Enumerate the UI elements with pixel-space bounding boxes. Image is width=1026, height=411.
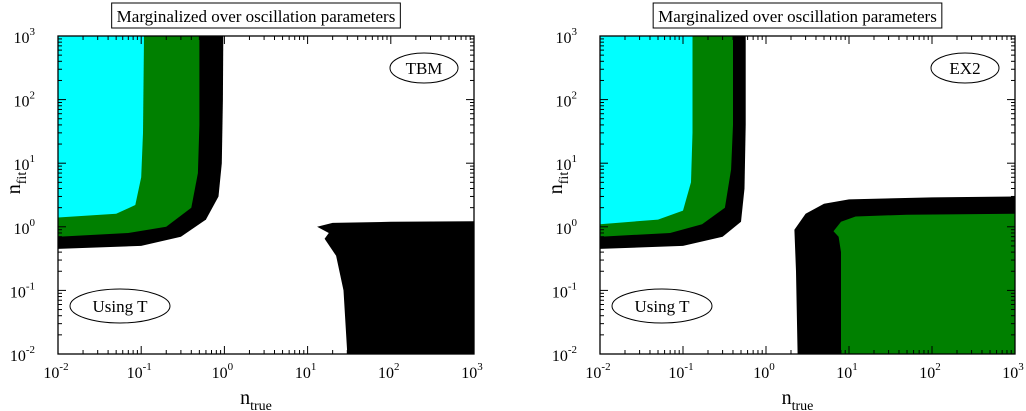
annotation-ellipse bbox=[389, 52, 459, 84]
x-tick-label: 102 bbox=[919, 361, 941, 382]
axis-ticks bbox=[57, 36, 474, 355]
chart-panel-1: 10-2 10-1 100 101 102 103 10-2 10-1 100 101 102 103… bbox=[3, 2, 483, 411]
plot-frame bbox=[599, 35, 1016, 355]
annotation-ellipse bbox=[930, 52, 1000, 84]
y-tick-label: 10-1 bbox=[552, 280, 577, 301]
annotation-label: Using T bbox=[635, 297, 691, 316]
axis-ticks bbox=[599, 36, 1015, 355]
chart-title: Marginalized over oscillation parameters bbox=[117, 7, 396, 26]
title-box bbox=[652, 2, 943, 29]
x-tick-label: 10-1 bbox=[668, 361, 693, 382]
y-tick-label: 100 bbox=[14, 217, 36, 238]
y-axis-label: nfit bbox=[3, 172, 30, 195]
contour-regions bbox=[600, 36, 1015, 354]
plot-frame bbox=[57, 35, 475, 355]
x-tick-label: 100 bbox=[212, 361, 234, 382]
x-tick-label: 102 bbox=[378, 361, 400, 382]
title-box bbox=[111, 2, 401, 29]
x-tick-label: 10-2 bbox=[43, 361, 68, 382]
y-tick-label: 10-2 bbox=[552, 344, 577, 365]
x-axis-label: ntrue bbox=[240, 387, 272, 411]
x-tick-label: 101 bbox=[295, 361, 317, 382]
region-5 bbox=[833, 213, 1015, 354]
y-axis-label: nfit bbox=[545, 172, 572, 195]
chart-panel-2: 10-2 10-1 100 101 102 103 10-2 10-1 100 101 102 103… bbox=[545, 2, 1024, 411]
y-tick-label: 102 bbox=[14, 90, 36, 111]
chart-title: Marginalized over oscillation parameters bbox=[658, 7, 937, 26]
y-tick-label: 102 bbox=[556, 90, 578, 111]
y-tick-label: 100 bbox=[556, 217, 578, 238]
x-tick-label: 103 bbox=[1002, 361, 1024, 382]
annotation-ellipse bbox=[611, 288, 713, 324]
x-tick-label: 100 bbox=[753, 361, 775, 382]
y-tick-label: 10-2 bbox=[10, 344, 35, 365]
x-axis-label: ntrue bbox=[782, 387, 814, 411]
y-tick-label: 103 bbox=[556, 26, 578, 47]
contour-regions bbox=[58, 36, 474, 354]
annotation-label: Using T bbox=[93, 297, 149, 316]
y-tick-label: 10-1 bbox=[10, 280, 35, 301]
x-tick-label: 103 bbox=[461, 361, 483, 382]
annotation-ellipse bbox=[69, 288, 171, 324]
y-tick-label: 103 bbox=[14, 26, 36, 47]
region-4 bbox=[317, 221, 474, 354]
annotation-label: TBM bbox=[406, 59, 443, 78]
x-tick-label: 10-1 bbox=[127, 361, 152, 382]
x-tick-label: 10-2 bbox=[585, 361, 610, 382]
y-tick-label: 101 bbox=[14, 153, 36, 174]
annotation-label: EX2 bbox=[949, 59, 980, 78]
region-3 bbox=[600, 36, 693, 225]
x-tick-label: 101 bbox=[836, 361, 858, 382]
y-tick-label: 101 bbox=[556, 153, 578, 174]
region-3 bbox=[58, 36, 144, 218]
